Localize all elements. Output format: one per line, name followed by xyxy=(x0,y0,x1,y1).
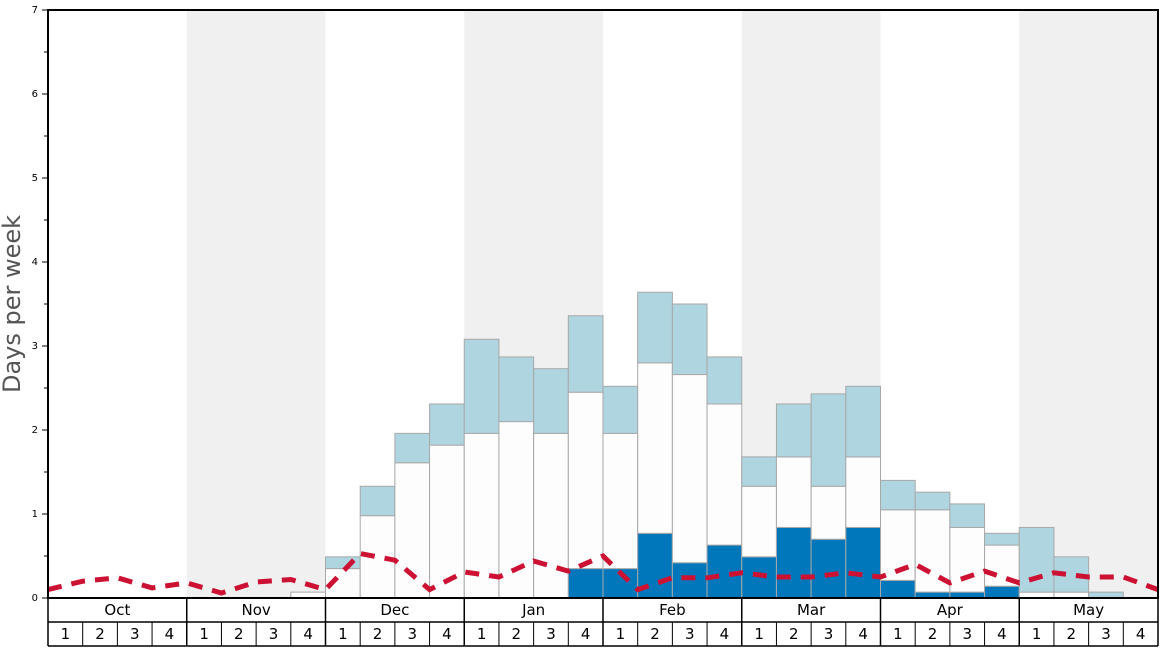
bar-middle-segment xyxy=(845,456,881,528)
bar-middle-segment xyxy=(429,444,465,599)
month-label-feb: Feb xyxy=(659,601,686,619)
series-line xyxy=(47,550,1159,596)
y-axis: 0 1 2 3 4 5 6 7 xyxy=(32,5,48,604)
week-label: 1 xyxy=(477,625,487,643)
month-band-may xyxy=(1019,10,1158,598)
week-label: 4 xyxy=(1136,625,1146,643)
bar-top-segment xyxy=(359,485,396,517)
bar-top-segment xyxy=(949,503,986,528)
bar-top-segment xyxy=(706,356,743,405)
bar-base-segment xyxy=(775,526,812,599)
week-label: 4 xyxy=(303,625,313,643)
bar-top-segment xyxy=(880,479,916,511)
month-label-apr: Apr xyxy=(937,601,964,619)
week-label: 2 xyxy=(789,625,799,643)
y-tick-label: 0 xyxy=(32,593,38,604)
y-tick-label: 2 xyxy=(32,425,38,436)
bar-top-segment xyxy=(637,291,673,364)
week-label: 4 xyxy=(442,625,452,643)
month-label-jan: Jan xyxy=(521,601,545,619)
month-label-oct: Oct xyxy=(104,601,130,619)
month-bands xyxy=(186,10,1158,598)
bar-top-segment xyxy=(1018,526,1055,593)
week-label: 3 xyxy=(824,625,834,643)
bar-top-segment xyxy=(775,403,812,458)
week-label: 2 xyxy=(650,625,660,643)
week-label: 4 xyxy=(165,625,175,643)
bar-middle-segment xyxy=(567,391,604,570)
bar-middle-segment xyxy=(637,362,673,534)
bar-top-segment xyxy=(429,403,465,446)
week-label: 2 xyxy=(95,625,105,643)
week-label: 2 xyxy=(373,625,383,643)
month-label-mar: Mar xyxy=(797,601,826,619)
week-label: 3 xyxy=(1101,625,1111,643)
week-label: 2 xyxy=(512,625,522,643)
bar-top-segment xyxy=(463,338,500,434)
bar-middle-segment xyxy=(775,456,812,528)
week-label: 1 xyxy=(199,625,209,643)
bar-middle-segment xyxy=(949,526,986,593)
week-label: 3 xyxy=(269,625,279,643)
bar-top-segment xyxy=(567,315,604,393)
week-label: 1 xyxy=(61,625,71,643)
bar-top-segment xyxy=(741,456,777,487)
month-band-nov xyxy=(186,10,326,598)
y-tick-label: 5 xyxy=(32,173,38,184)
week-label: 2 xyxy=(234,625,244,643)
bar-base-segment xyxy=(671,562,708,599)
bar-middle-segment xyxy=(671,374,708,564)
week-label: 2 xyxy=(1067,625,1077,643)
week-label: 1 xyxy=(338,625,348,643)
month-label-nov: Nov xyxy=(241,601,270,619)
week-label: 1 xyxy=(1032,625,1042,643)
week-label: 3 xyxy=(546,625,556,643)
bar-top-segment xyxy=(671,303,708,376)
x-axis: Oct 1 2 3 4 Nov 1 2 3 4 Dec 1 2 3 4 Jan 1 2 3 4 Feb 1 2 3 4 Mar 1 2… xyxy=(47,598,1159,647)
week-label: 3 xyxy=(130,625,140,643)
bar-base-segment xyxy=(984,585,1020,599)
bar-top-segment xyxy=(602,385,639,434)
y-tick-label: 3 xyxy=(32,341,38,352)
week-label: 3 xyxy=(685,625,695,643)
week-label: 4 xyxy=(997,625,1007,643)
week-label: 3 xyxy=(962,625,972,643)
bar-top-segment xyxy=(914,491,951,511)
bar-top-segment xyxy=(498,356,535,423)
bar-top-segment xyxy=(984,532,1020,546)
bar-middle-segment xyxy=(602,432,639,570)
bar-top-segment xyxy=(810,393,847,487)
bar-base-segment xyxy=(810,538,847,599)
month-label-dec: Dec xyxy=(380,601,409,619)
month-label-may: May xyxy=(1073,601,1104,619)
y-tick-label: 4 xyxy=(32,257,38,268)
bar-middle-segment xyxy=(810,485,847,540)
bar-middle-segment xyxy=(706,403,743,546)
bar-middle-segment xyxy=(741,485,777,558)
bar-base-segment xyxy=(567,568,604,599)
bar-base-segment xyxy=(845,526,881,599)
week-label: 4 xyxy=(858,625,868,643)
week-label: 1 xyxy=(893,625,903,643)
y-tick-label: 1 xyxy=(32,509,38,520)
bar-top-segment xyxy=(845,385,881,458)
y-tick-label: 7 xyxy=(32,5,38,16)
dashed-line-layer xyxy=(47,550,1159,596)
bars-layer xyxy=(290,291,1124,599)
week-label: 2 xyxy=(928,625,938,643)
week-label: 1 xyxy=(754,625,764,643)
bar-top-segment xyxy=(533,368,569,434)
bar-top-segment xyxy=(394,432,431,464)
week-label: 1 xyxy=(616,625,626,643)
y-axis-label: Days per week xyxy=(0,215,26,393)
bar-base-segment xyxy=(741,556,777,599)
week-label: 4 xyxy=(720,625,730,643)
week-label: 4 xyxy=(581,625,591,643)
bar-top-segment xyxy=(325,556,361,570)
bar-base-segment xyxy=(880,579,916,599)
week-label: 3 xyxy=(407,625,417,643)
bar-middle-segment xyxy=(533,432,569,599)
y-tick-label: 6 xyxy=(32,89,38,100)
